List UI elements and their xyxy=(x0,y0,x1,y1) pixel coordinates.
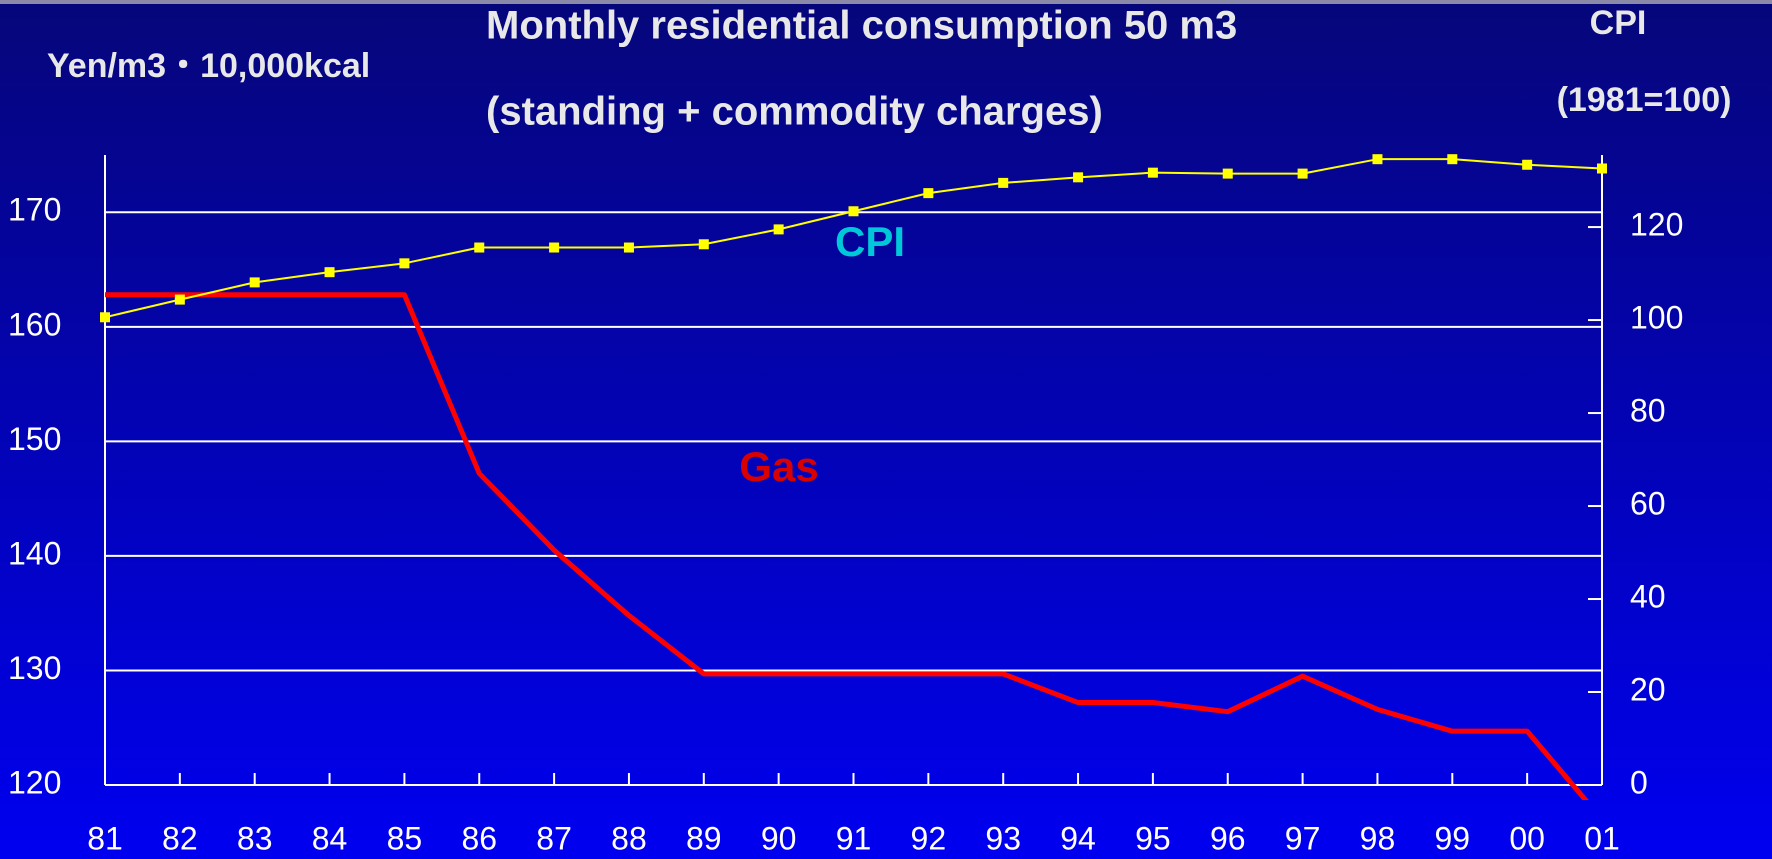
y-tick-label: 120 xyxy=(8,764,61,800)
x-tick-label: 86 xyxy=(461,820,497,856)
marker xyxy=(1147,167,1158,178)
y2-tick-label: 120 xyxy=(1630,207,1683,243)
y-tick-label: 170 xyxy=(8,192,61,228)
x-tick-label: 96 xyxy=(1210,820,1246,856)
y2-axis-note: (1981=100) xyxy=(1557,81,1732,119)
y-tick-label: 140 xyxy=(8,535,61,571)
x-tick-label: 00 xyxy=(1509,820,1545,856)
x-tick-label: 91 xyxy=(836,820,872,856)
x-tick-label: 84 xyxy=(312,820,348,856)
marker xyxy=(100,312,110,323)
marker xyxy=(174,294,185,305)
x-tick-label: 98 xyxy=(1360,820,1396,856)
y-tick-label: 150 xyxy=(8,421,61,457)
y2-tick-label: 20 xyxy=(1630,671,1666,707)
marker xyxy=(324,267,335,278)
top-strip xyxy=(0,0,1772,4)
marker xyxy=(399,258,410,269)
x-tick-label: 97 xyxy=(1285,820,1321,856)
x-tick-label: 85 xyxy=(387,820,423,856)
marker xyxy=(1297,168,1308,179)
marker xyxy=(623,242,634,253)
x-tick-label: 99 xyxy=(1435,820,1471,856)
marker xyxy=(848,206,859,217)
x-tick-label: 92 xyxy=(911,820,947,856)
marker xyxy=(1073,172,1084,183)
marker xyxy=(773,224,784,235)
y2-tick-label: 0 xyxy=(1630,764,1648,800)
y-axis-label: Yen/m3・10,000kcal xyxy=(47,47,370,85)
y2-tick-label: 80 xyxy=(1630,392,1666,428)
marker xyxy=(1372,154,1383,165)
x-tick-label: 90 xyxy=(761,820,797,856)
y2-axis-label: CPI xyxy=(1590,4,1647,42)
marker xyxy=(698,239,709,250)
marker xyxy=(249,277,260,288)
x-tick-label: 94 xyxy=(1060,820,1096,856)
x-tick-label: 01 xyxy=(1584,820,1620,856)
x-tick-label: 93 xyxy=(985,820,1021,856)
annotation: Gas xyxy=(739,443,818,490)
x-tick-label: 81 xyxy=(87,820,123,856)
y-tick-label: 130 xyxy=(8,650,61,686)
x-tick-label: 95 xyxy=(1135,820,1171,856)
marker xyxy=(1447,154,1458,165)
x-tick-label: 88 xyxy=(611,820,647,856)
x-tick-label: 83 xyxy=(237,820,273,856)
chart-title: Monthly residential consumption 50 m3 xyxy=(486,4,1237,48)
marker xyxy=(1522,159,1533,170)
marker xyxy=(474,242,485,253)
line-series xyxy=(105,292,1589,800)
marker xyxy=(1222,168,1233,179)
y-tick-label: 160 xyxy=(8,306,61,342)
marker xyxy=(923,188,934,199)
y2-tick-label: 40 xyxy=(1630,578,1666,614)
y2-tick-label: 100 xyxy=(1630,300,1683,336)
x-tick-label: 87 xyxy=(536,820,572,856)
marker xyxy=(998,177,1009,188)
x-tick-label: 89 xyxy=(686,820,722,856)
x-tick-label: 82 xyxy=(162,820,198,856)
annotation: CPI xyxy=(835,218,905,265)
y2-tick-label: 60 xyxy=(1630,485,1666,521)
marker xyxy=(1597,163,1607,174)
chart-subtitle: (standing + commodity charges) xyxy=(486,90,1103,134)
marker xyxy=(549,242,560,253)
